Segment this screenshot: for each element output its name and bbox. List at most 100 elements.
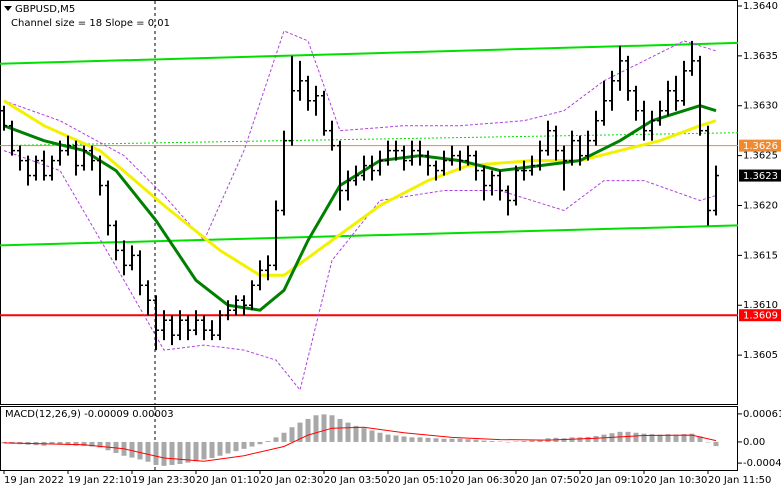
y-tick-label: 1.3625 [743,151,778,162]
y-tick-label: 1.3635 [743,51,778,62]
macd-bar [641,433,647,442]
x-tick-label: 20 Jan 06:30 [452,475,515,486]
symbol-icon [4,6,12,11]
price-tag-label: 1.3626 [743,141,778,152]
channel-line [0,224,739,247]
y-tick-label: 1.3620 [743,200,778,211]
macd-bar [81,441,87,447]
macd-bar [633,432,639,442]
macd-bar [177,441,183,465]
macd-bar [561,438,567,442]
moving-average [3,99,717,277]
channel-line [0,41,739,65]
macd-bar [89,441,95,447]
macd-bar [345,422,351,442]
y-tick-label: 0.00061 [743,409,781,420]
x-tick-label: 20 Jan 09:10 [580,475,643,486]
y-tick-label: 0.00 [743,437,765,448]
x-tick-label: 20 Jan 11:50 [708,475,771,486]
price-tag [739,169,781,182]
macd-bar [473,439,479,442]
macd-bar [193,441,199,462]
channel-line [0,132,739,147]
macd-bar [665,434,671,442]
macd-bar [417,437,423,442]
price-tag [739,309,781,322]
macd-bar [97,441,103,448]
macd-bar [161,441,167,466]
macd-bar [313,415,319,442]
macd-bar [513,441,519,442]
macd-bar [489,441,495,442]
x-tick-label: 20 Jan 05:10 [388,475,451,486]
macd-bar [169,441,175,465]
macd-bar [385,434,391,442]
macd-bar [697,436,703,442]
macd-bar [673,434,679,442]
macd-bar [49,441,55,445]
macd-bar [233,441,239,452]
macd-bar [361,428,367,442]
x-tick-label: 20 Jan 01:10 [196,475,259,486]
x-tick-label: 20 Jan 03:50 [324,475,387,486]
macd-bar [401,436,407,442]
macd-bar [321,414,327,442]
macd-bar [481,440,487,442]
macd-bar [137,441,143,460]
y-tick-label: 1.3615 [743,250,778,261]
y-tick-label: -0.00046 [743,458,781,469]
macd-bar [353,425,359,442]
macd-bar [249,441,255,447]
macd-bar [105,441,111,451]
macd-bar [241,441,247,449]
envelope-line [3,30,717,242]
macd-bar [441,438,447,442]
macd-bar [153,441,159,465]
macd-bar [657,434,663,442]
macd-bar [281,432,287,442]
macd-bar [377,432,383,442]
macd-bar [593,435,599,442]
x-tick-label: 20 Jan 02:30 [260,475,323,486]
x-tick-label: 19 Jan 23:30 [132,475,195,486]
macd-bar [289,427,295,442]
macd-bar [273,437,279,442]
macd-bar [425,437,431,442]
macd-bar [217,441,223,456]
moving-average [3,104,717,312]
y-tick-label: 1.3640 [743,1,778,12]
y-tick-label: 1.3610 [743,300,778,311]
macd-bar [297,422,303,442]
signal-line [3,426,717,462]
macd-bar [265,441,271,442]
macd-bar [209,441,215,459]
price-panel-border [0,0,738,405]
price-tag [739,139,781,152]
x-tick-label: 20 Jan 07:50 [516,475,579,486]
macd-panel-border [0,406,738,471]
macd-bar [713,441,719,447]
y-tick-label: 1.3605 [743,350,778,361]
macd-bar [409,437,415,442]
macd-bar [497,441,503,442]
macd-bar [465,439,471,442]
macd-bar [305,418,311,442]
macd-bar [113,441,119,453]
macd-bar [649,434,655,442]
symbol-title: GBPUSD,M5 [15,4,75,15]
macd-bar [689,433,695,442]
macd-bar [57,441,63,445]
macd-bar [457,438,463,442]
macd-bar [521,441,527,442]
macd-bar [201,441,207,460]
macd-bar [145,441,151,462]
macd-bar [505,441,511,443]
macd-bar [129,441,135,458]
y-tick-label: 1.3630 [743,101,778,112]
macd-bar [1,441,7,444]
macd-bar [65,441,71,446]
macd-bar [337,418,343,442]
macd-bar [433,438,439,442]
macd-bar [705,441,711,443]
